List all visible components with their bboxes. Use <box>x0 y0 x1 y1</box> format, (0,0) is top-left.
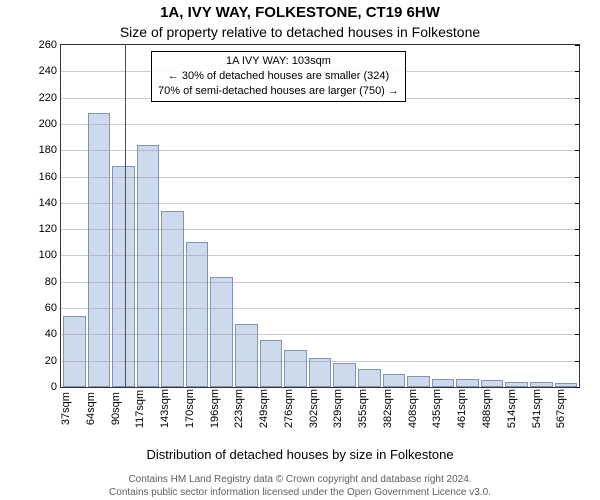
y-tick-label: 160 <box>39 171 61 183</box>
property-marker-line <box>125 45 126 387</box>
x-tick-label: 117sqm <box>134 389 159 430</box>
x-tick-label: 382sqm <box>382 389 407 430</box>
grid-line <box>61 203 579 204</box>
grid-line <box>61 334 579 335</box>
y-tick-label: 140 <box>39 197 61 209</box>
x-axis-label: Distribution of detached houses by size … <box>0 447 600 462</box>
y-tick-mark <box>575 177 580 178</box>
histogram-bar <box>112 166 135 387</box>
grid-line <box>61 308 579 309</box>
histogram-bar <box>530 382 553 387</box>
y-tick-label: 120 <box>39 223 61 235</box>
y-tick-mark <box>575 282 580 283</box>
x-tick-label: 355sqm <box>357 389 382 430</box>
y-tick-mark <box>575 98 580 99</box>
y-tick-mark <box>575 229 580 230</box>
histogram-bar <box>481 380 504 387</box>
chart-subtitle: Size of property relative to detached ho… <box>0 24 600 40</box>
histogram-bar <box>284 350 307 387</box>
y-tick-label: 100 <box>39 249 61 261</box>
histogram-bar <box>555 383 578 387</box>
y-tick-mark <box>575 150 580 151</box>
histogram-bar <box>260 340 283 387</box>
x-tick-label: 196sqm <box>209 389 234 430</box>
x-tick-label: 64sqm <box>85 389 110 430</box>
grid-line <box>61 177 579 178</box>
y-tick-label: 240 <box>39 65 61 77</box>
annotation-box: 1A IVY WAY: 103sqm← 30% of detached hous… <box>151 51 406 102</box>
annotation-line-3: 70% of semi-detached houses are larger (… <box>158 84 399 99</box>
histogram-bar <box>137 145 160 387</box>
y-tick-mark <box>575 361 580 362</box>
chart-plot-area: 37sqm64sqm90sqm117sqm143sqm170sqm196sqm2… <box>60 44 580 388</box>
y-tick-label: 0 <box>51 381 61 393</box>
footer-line-2: Contains public sector information licen… <box>0 487 600 500</box>
grid-line <box>61 229 579 230</box>
x-tick-label: 329sqm <box>332 389 357 430</box>
x-ticks: 37sqm64sqm90sqm117sqm143sqm170sqm196sqm2… <box>60 389 580 430</box>
y-tick-mark <box>575 334 580 335</box>
histogram-bar <box>505 382 528 387</box>
y-tick-label: 180 <box>39 144 61 156</box>
annotation-line-1: 1A IVY WAY: 103sqm <box>158 54 399 69</box>
histogram-bar <box>210 277 233 387</box>
histogram-bar <box>309 358 332 387</box>
x-tick-label: 567sqm <box>555 389 580 430</box>
histogram-bar <box>235 324 258 387</box>
y-tick-mark <box>575 308 580 309</box>
y-tick-label: 80 <box>45 276 61 288</box>
page-title: 1A, IVY WAY, FOLKESTONE, CT19 6HW <box>0 4 600 21</box>
x-tick-label: 541sqm <box>531 389 556 430</box>
y-tick-mark <box>575 255 580 256</box>
chart-footer: Contains HM Land Registry data © Crown c… <box>0 474 600 499</box>
y-tick-label: 40 <box>45 328 61 340</box>
x-tick-label: 514sqm <box>506 389 531 430</box>
x-tick-label: 143sqm <box>159 389 184 430</box>
histogram-bar <box>456 379 479 387</box>
x-tick-label: 461sqm <box>456 389 481 430</box>
histogram-bar <box>407 376 430 387</box>
y-tick-mark <box>575 203 580 204</box>
x-tick-label: 488sqm <box>481 389 506 430</box>
grid-line <box>61 255 579 256</box>
histogram-bar <box>333 363 356 387</box>
y-tick-mark <box>575 71 580 72</box>
x-tick-label: 37sqm <box>60 389 85 430</box>
x-tick-label: 435sqm <box>431 389 456 430</box>
x-tick-label: 302sqm <box>308 389 333 430</box>
histogram-bar <box>63 316 86 387</box>
y-tick-mark <box>575 124 580 125</box>
histogram-bar <box>186 242 209 387</box>
y-tick-mark <box>575 45 580 46</box>
annotation-line-2: ← 30% of detached houses are smaller (32… <box>158 69 399 84</box>
y-tick-label: 20 <box>45 355 61 367</box>
histogram-bar <box>383 374 406 387</box>
y-tick-label: 200 <box>39 118 61 130</box>
y-tick-label: 260 <box>39 39 61 51</box>
y-tick-label: 60 <box>45 302 61 314</box>
y-tick-mark <box>575 387 580 388</box>
x-tick-label: 90sqm <box>110 389 135 430</box>
histogram-bar <box>432 379 455 387</box>
grid-line <box>61 150 579 151</box>
grid-line <box>61 361 579 362</box>
histogram-bar <box>88 113 111 387</box>
grid-line <box>61 124 579 125</box>
x-tick-label: 276sqm <box>283 389 308 430</box>
footer-line-1: Contains HM Land Registry data © Crown c… <box>0 474 600 487</box>
x-tick-label: 249sqm <box>258 389 283 430</box>
x-tick-label: 170sqm <box>184 389 209 430</box>
x-tick-label: 223sqm <box>233 389 258 430</box>
histogram-bar <box>358 369 381 387</box>
grid-line <box>61 282 579 283</box>
y-tick-label: 220 <box>39 92 61 104</box>
x-tick-label: 408sqm <box>407 389 432 430</box>
